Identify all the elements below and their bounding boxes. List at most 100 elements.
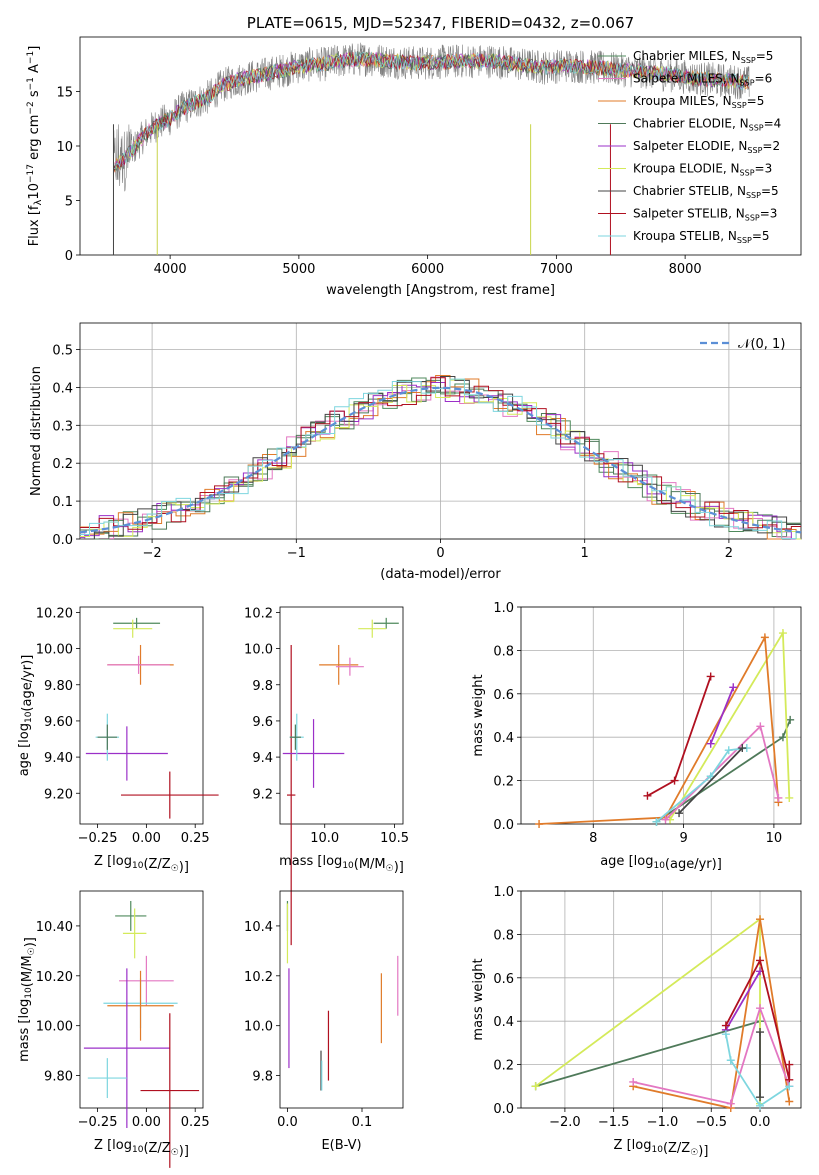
y-tick-label: 0.2 (493, 775, 514, 790)
y-tick-label: 9.20 (44, 787, 73, 802)
weight-point (756, 956, 765, 965)
legend-entry: 𝒩(0, 1) (738, 337, 785, 352)
y-tick-label: 10.20 (36, 970, 73, 985)
x-tick-label: 10.5 (380, 831, 409, 846)
y-tick-label: 9.8 (252, 679, 273, 694)
y-tick-label: 0.6 (493, 688, 514, 703)
weight-series-line (655, 747, 747, 823)
y-tick-label: 0.3 (52, 419, 73, 434)
y-axis-label: age [log10(age/yr)] (17, 655, 35, 777)
axes-frame (79, 890, 204, 1109)
x-tick-label: 10 (766, 831, 783, 846)
y-tick-label: 10.0 (244, 643, 273, 658)
legend-entry: Salpeter MILES, NSSP=6 (633, 72, 772, 88)
weight-point (756, 1004, 765, 1013)
x-tick-label: 0.25 (181, 831, 210, 846)
y-axis-label: mass weight (471, 674, 486, 756)
legend-entry: Kroupa STELIB, NSSP=5 (633, 229, 770, 245)
y-tick-label: 0.6 (493, 972, 514, 987)
weight-point (675, 809, 684, 818)
x-axis-label: wavelength [Angstrom, rest frame] (326, 283, 555, 298)
x-tick-label: −2.0 (549, 1115, 581, 1130)
y-axis-label: mass [log10(M/M☉)] (17, 937, 38, 1062)
weight-point (778, 629, 787, 638)
y-tick-label: 0.0 (493, 1102, 514, 1117)
x-tick-label: −0.25 (78, 831, 118, 846)
weight-point (629, 1077, 638, 1086)
axes-frame (279, 606, 404, 825)
y-tick-label: 0.4 (493, 731, 514, 746)
weight-point (661, 815, 670, 824)
weight-series-line (709, 686, 735, 745)
legend-entry: Salpeter STELIB, NSSP=3 (633, 207, 777, 223)
x-tick-label: 0.0 (277, 1115, 298, 1130)
y-tick-label: 10.00 (36, 1020, 73, 1035)
y-tick-label: 15 (56, 86, 73, 101)
chart-title: PLATE=0615, MJD=52347, FIBERID=0432, z=0… (247, 14, 634, 32)
x-tick-label: −1 (287, 546, 306, 561)
x-axis-label: mass [log10(M/M☉)] (279, 854, 404, 875)
residual-histogram (80, 377, 801, 540)
mass-vs-EBV-panel: 0.0 0.1 9.8 10.0 10.2 10.4 E(B-V) (244, 890, 404, 1153)
weight-series-line (678, 747, 743, 814)
weight-series-line (539, 634, 780, 825)
weight-point (726, 1099, 735, 1108)
gaussian-curve (79, 386, 802, 534)
legend-entry: Chabrier STELIB, NSSP=5 (633, 184, 779, 200)
weight-point (670, 776, 679, 785)
weight-series-line (633, 1005, 791, 1105)
y-tick-label: 9.60 (44, 715, 73, 730)
spectrum-panel: 4000 5000 6000 7000 8000 0 5 10 15 PLATE=0615, MJ… (26, 14, 802, 298)
y-tick-label: 10.4 (244, 920, 273, 935)
axes-frame (520, 890, 802, 1109)
x-tick-label: 0.25 (181, 1115, 210, 1130)
residual-histogram (80, 381, 801, 540)
x-tick-label: 0.00 (132, 1115, 161, 1130)
weight-point (531, 1082, 540, 1091)
weight-series-line (633, 919, 791, 1110)
x-tick-label: 0.0 (750, 1115, 771, 1130)
weight-point (785, 793, 794, 802)
y-tick-label: 10.20 (36, 606, 73, 621)
y-axis-label: Normed distribution (29, 366, 44, 496)
weight-point (724, 746, 733, 755)
weight-series-line (655, 719, 792, 823)
x-axis-label: Z [log10(Z/Z☉)] (614, 1138, 709, 1159)
weight-point (721, 1021, 730, 1030)
legend-entry: Chabrier ELODIE, NSSP=4 (633, 117, 781, 133)
y-tick-label: 10.2 (244, 970, 273, 985)
legend-entry: Salpeter ELODIE, NSSP=2 (633, 139, 780, 155)
weight-point (756, 1101, 765, 1110)
legend-entry: Kroupa MILES, NSSP=5 (633, 94, 764, 110)
weight-point (729, 683, 738, 692)
x-tick-label: 8 (589, 831, 597, 846)
weight-series-line (725, 957, 791, 1081)
x-axis-label: age [log10(age/yr)] (600, 854, 722, 872)
y-tick-label: 10.00 (36, 643, 73, 658)
y-tick-label: 10.40 (36, 920, 73, 935)
x-tick-label: 4000 (154, 262, 187, 277)
age-vs-Z-panel: −0.25 0.00 0.25 9.20 9.40 9.60 9.80 10.00 10.20 Z… (17, 606, 219, 875)
y-tick-label: 0 (65, 249, 73, 264)
weight-point (756, 915, 765, 924)
weight-series-line (725, 970, 761, 1031)
weight-point (785, 1060, 794, 1069)
y-tick-label: 0.8 (493, 644, 514, 659)
residual-histogram (80, 376, 801, 540)
weight-point (738, 744, 747, 753)
x-tick-label: 0.00 (132, 831, 161, 846)
model-spectrum (113, 51, 749, 170)
weight-point (721, 1030, 730, 1039)
weight-point (535, 820, 544, 828)
x-tick-label: 5000 (282, 262, 315, 277)
x-tick-label: 1 (581, 546, 589, 561)
y-tick-label: 1.0 (493, 885, 514, 900)
weight-point (706, 672, 715, 681)
y-tick-label: 0.8 (493, 928, 514, 943)
residuals-panel: −2 −1 0 1 2 0.0 0.1 0.2 0.3 0.4 0.5 𝒩(0, 1) (data-mo… (29, 322, 802, 582)
weight-point (785, 1082, 794, 1091)
legend-entry: Chabrier MILES, NSSP=5 (633, 49, 773, 65)
x-tick-label: −2 (143, 546, 162, 561)
weight-series-line (535, 1020, 761, 1088)
